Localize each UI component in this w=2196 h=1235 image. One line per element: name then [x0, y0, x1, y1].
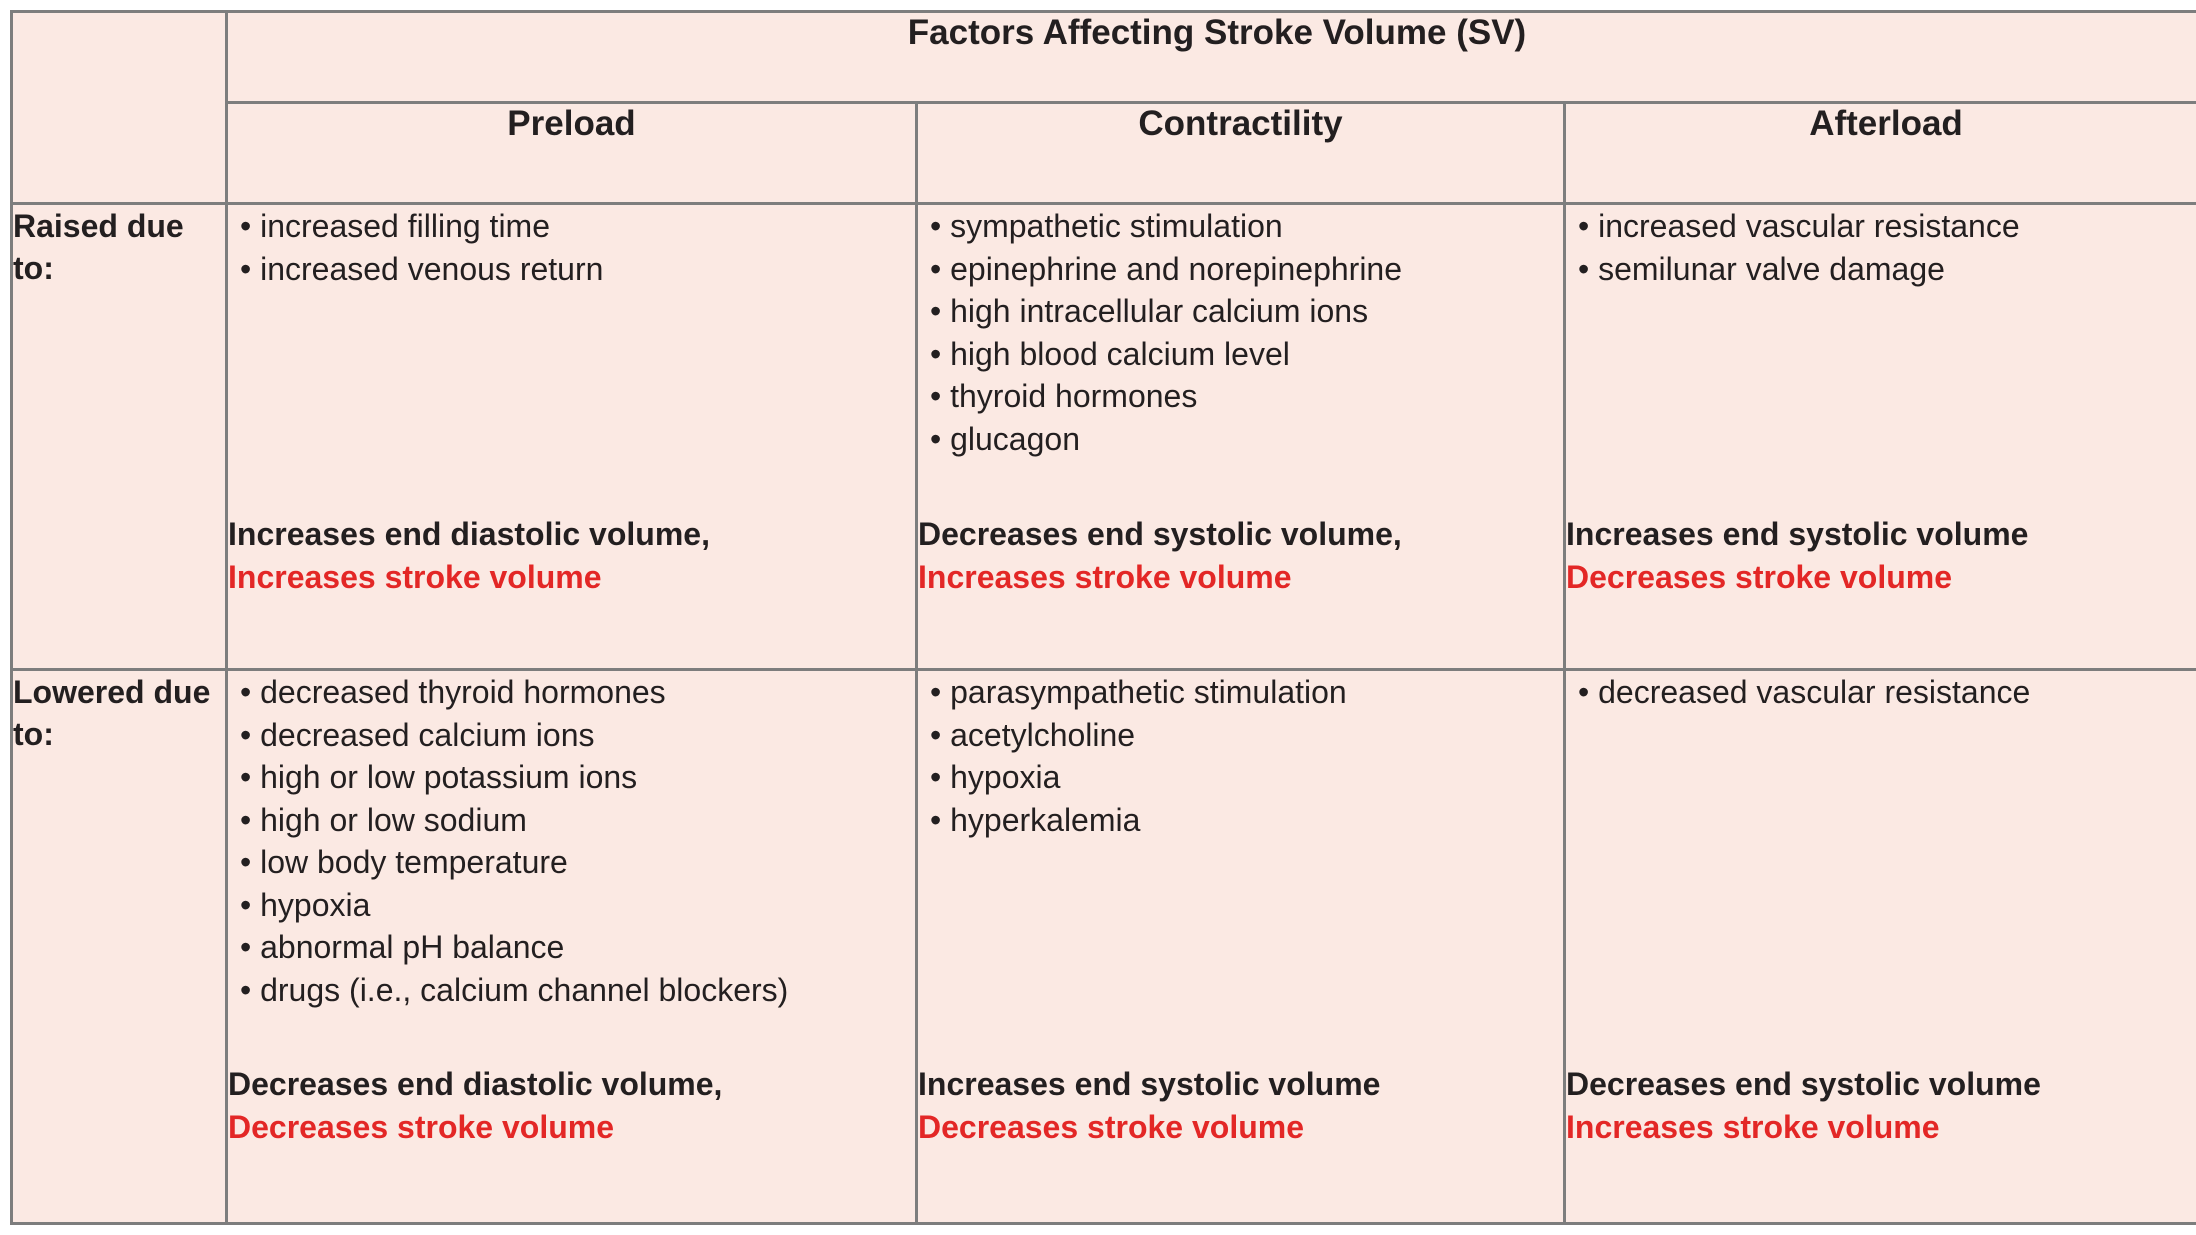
bullet-item: drugs (i.e., calcium channel blockers)	[228, 969, 915, 1012]
cell-raised-afterload: increased vascular resistancesemilunar v…	[1565, 204, 2196, 670]
volume-effect-text: Decreases end systolic volume,	[918, 516, 1402, 552]
bullet-list-lowered-contractility: parasympathetic stimulationacetylcholine…	[918, 671, 1563, 1063]
bullet-list-lowered-afterload: decreased vascular resistance	[1566, 671, 2196, 1063]
cell-lowered-contractility: parasympathetic stimulationacetylcholine…	[917, 670, 1565, 1224]
row-label-lowered: Lowered due to:	[12, 670, 227, 1224]
column-header-preload: Preload	[227, 103, 917, 204]
bullet-item: sympathetic stimulation	[918, 205, 1563, 248]
bullet-item: increased vascular resistance	[1566, 205, 2196, 248]
bullet-item: hyperkalemia	[918, 799, 1563, 842]
cell-raised-preload: increased filling timeincreased venous r…	[227, 204, 917, 670]
bullet-list-raised-afterload: increased vascular resistancesemilunar v…	[1566, 205, 2196, 513]
summary-lowered-preload: Decreases end diastolic volume, Decrease…	[228, 1063, 915, 1148]
blank-corner	[12, 12, 227, 204]
cell-lowered-preload: decreased thyroid hormonesdecreased calc…	[227, 670, 917, 1224]
lowered-row: Lowered due to: decreased thyroid hormon…	[12, 670, 2196, 1224]
volume-effect-text: Increases end systolic volume	[918, 1066, 1380, 1102]
bullet-item: decreased thyroid hormones	[228, 671, 915, 714]
stroke-effect-text: Decreases stroke volume	[1566, 559, 1952, 595]
stroke-effect-text: Increases stroke volume	[918, 559, 1292, 595]
bullet-item: semilunar valve damage	[1566, 248, 2196, 291]
summary-lowered-contractility: Increases end systolic volume Decreases …	[918, 1063, 1563, 1148]
bullet-item: high blood calcium level	[918, 333, 1563, 376]
bullet-list-raised-contractility: sympathetic stimulationepinephrine and n…	[918, 205, 1563, 513]
bullet-list-lowered-preload: decreased thyroid hormonesdecreased calc…	[228, 671, 915, 1063]
stroke-effect-text: Decreases stroke volume	[918, 1109, 1304, 1145]
column-header-contractility: Contractility	[917, 103, 1565, 204]
bullet-list-raised-preload: increased filling timeincreased venous r…	[228, 205, 915, 513]
bullet-item: decreased calcium ions	[228, 714, 915, 757]
bullet-item: decreased vascular resistance	[1566, 671, 2196, 714]
stroke-effect-text: Decreases stroke volume	[228, 1109, 614, 1145]
cell-raised-contractility: sympathetic stimulationepinephrine and n…	[917, 204, 1565, 670]
volume-effect-text: Decreases end diastolic volume,	[228, 1066, 722, 1102]
bullet-item: increased filling time	[228, 205, 915, 248]
table-title: Factors Affecting Stroke Volume (SV)	[227, 12, 2196, 103]
stroke-effect-text: Increases stroke volume	[228, 559, 602, 595]
stroke-volume-table: Factors Affecting Stroke Volume (SV) Pre…	[10, 10, 2196, 1225]
bullet-item: high or low sodium	[228, 799, 915, 842]
bullet-item: glucagon	[918, 418, 1563, 461]
bullet-item: hypoxia	[918, 756, 1563, 799]
bullet-item: hypoxia	[228, 884, 915, 927]
column-header-afterload: Afterload	[1565, 103, 2196, 204]
bullet-item: parasympathetic stimulation	[918, 671, 1563, 714]
bullet-item: increased venous return	[228, 248, 915, 291]
bullet-item: high intracellular calcium ions	[918, 290, 1563, 333]
summary-lowered-afterload: Decreases end systolic volume Increases …	[1566, 1063, 2196, 1148]
summary-raised-afterload: Increases end systolic volume Decreases …	[1566, 513, 2196, 598]
bullet-item: high or low potassium ions	[228, 756, 915, 799]
bullet-item: thyroid hormones	[918, 375, 1563, 418]
stroke-effect-text: Increases stroke volume	[1566, 1109, 1940, 1145]
title-row: Factors Affecting Stroke Volume (SV)	[12, 12, 2196, 103]
bullet-item: acetylcholine	[918, 714, 1563, 757]
volume-effect-text: Increases end systolic volume	[1566, 516, 2028, 552]
volume-effect-text: Decreases end systolic volume	[1566, 1066, 2041, 1102]
cell-lowered-afterload: decreased vascular resistance Decreases …	[1565, 670, 2196, 1224]
bullet-item: epinephrine and norepinephrine	[918, 248, 1563, 291]
volume-effect-text: Increases end diastolic volume,	[228, 516, 710, 552]
bullet-item: low body temperature	[228, 841, 915, 884]
summary-raised-contractility: Decreases end systolic volume, Increases…	[918, 513, 1563, 598]
bullet-item: abnormal pH balance	[228, 926, 915, 969]
column-header-row: Preload Contractility Afterload	[12, 103, 2196, 204]
raised-row: Raised due to: increased filling timeinc…	[12, 204, 2196, 670]
row-label-raised: Raised due to:	[12, 204, 227, 670]
summary-raised-preload: Increases end diastolic volume, Increase…	[228, 513, 915, 598]
